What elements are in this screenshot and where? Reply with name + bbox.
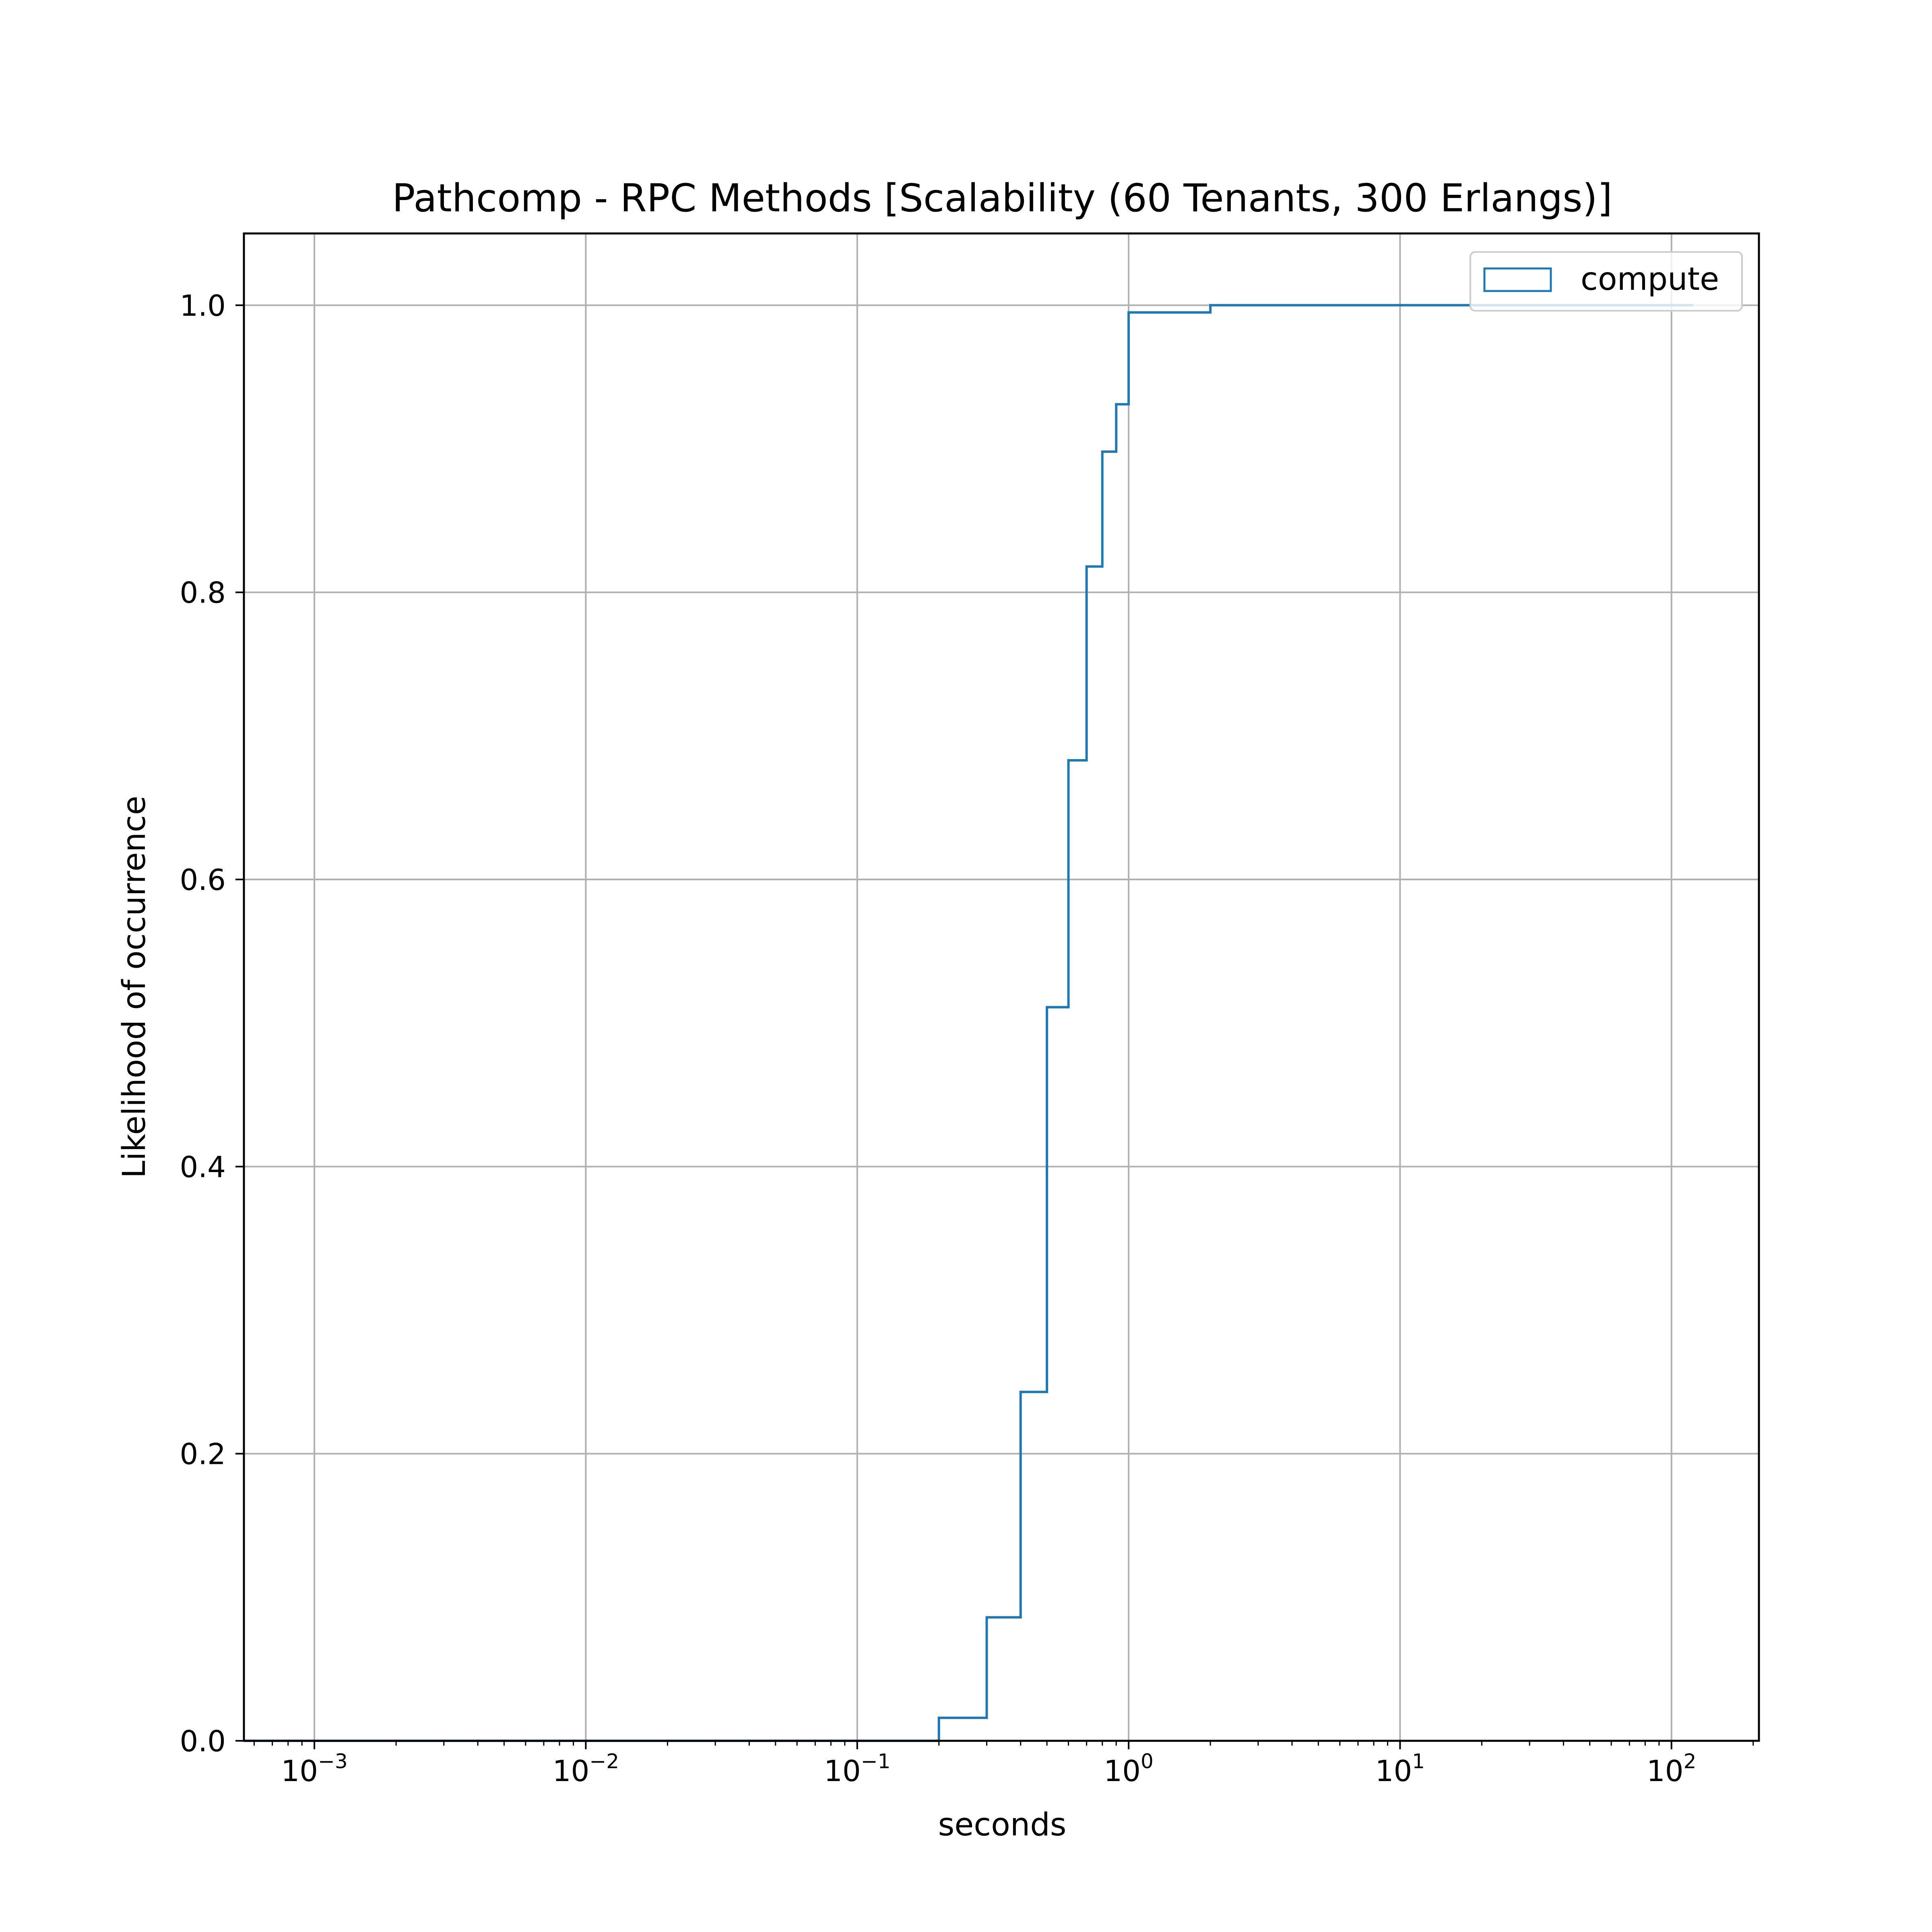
chart-title: Pathcomp - RPC Methods [Scalability (60 … (392, 176, 1612, 221)
series-line-compute (244, 304, 1693, 1742)
x-tick-label: 10−3 (281, 1750, 347, 1788)
y-tick-label: 0.6 (180, 863, 226, 897)
x-tick-label: 100 (1104, 1750, 1153, 1788)
y-tick-label: 0.0 (180, 1724, 226, 1758)
legend-frame (1470, 251, 1743, 312)
x-tick-label: 10−1 (824, 1750, 890, 1788)
y-tick-label: 1.0 (180, 289, 226, 322)
legend-label: compute (1581, 261, 1719, 297)
legend: compute (1470, 251, 1743, 312)
x-axis-ticks: 10−3 10−2 10−1 100 101 102 (253, 1741, 1754, 1788)
x-tick-label: 10−2 (553, 1750, 619, 1788)
y-tick-label: 0.4 (180, 1150, 226, 1184)
legend-swatch (1483, 267, 1552, 292)
axes-frame (243, 232, 1760, 1742)
y-tick-label: 0.2 (180, 1437, 226, 1471)
x-tick-label: 102 (1647, 1750, 1696, 1788)
y-axis-ticks: 0.0 0.2 0.4 0.6 0.8 1.0 (180, 289, 244, 1758)
grid-lines (244, 233, 1759, 1742)
plot-area (244, 304, 1693, 1742)
x-tick-label: 101 (1375, 1750, 1425, 1788)
x-axis-label: seconds (938, 1807, 1067, 1843)
y-axis-label: Likelihood of occurrence (116, 796, 153, 1178)
y-tick-label: 0.8 (180, 576, 226, 610)
